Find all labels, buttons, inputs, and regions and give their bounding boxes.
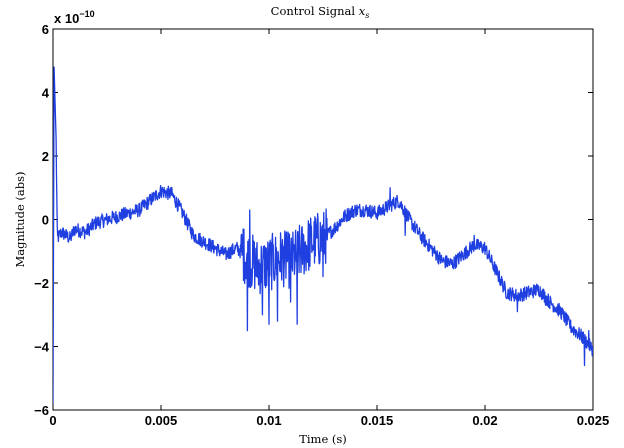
x-tick-label: 0.005 <box>145 413 178 428</box>
x-tick-label: 0.01 <box>256 413 281 428</box>
x-tick-label: 0.025 <box>577 413 610 428</box>
y-tick-label: 2 <box>42 149 49 164</box>
x-tick-label: 0.02 <box>472 413 497 428</box>
y-tick-label: −4 <box>34 340 50 355</box>
control-signal-line <box>53 66 593 404</box>
y-axis-label: Magnitude (abs) <box>13 171 27 267</box>
x-tick-label: 0.015 <box>361 413 394 428</box>
y-exponent-label: x 10−10 <box>54 9 95 26</box>
y-tick-label: −2 <box>34 276 49 291</box>
y-tick-label: 6 <box>42 22 49 37</box>
y-tick-label: 4 <box>42 86 50 101</box>
y-tick-label: 0 <box>42 213 49 228</box>
x-axis-ticks: 0 0.005 0.01 0.015 0.02 0.025 <box>49 29 609 428</box>
y-axis-ticks: −6 −4 −2 0 2 4 6 <box>34 22 593 418</box>
x-axis-label: Time (s) <box>299 432 347 446</box>
chart-title: Control Signal xs <box>271 4 370 20</box>
y-tick-label: −6 <box>34 403 49 418</box>
x-tick-label: 0 <box>49 413 56 428</box>
series-layer <box>53 66 593 404</box>
